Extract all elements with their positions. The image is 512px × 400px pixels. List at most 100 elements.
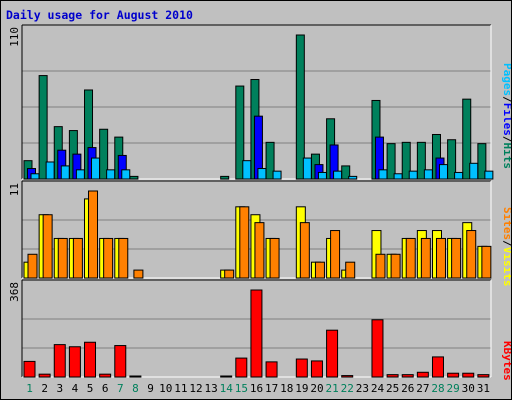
x-tick-label: 5 [87,382,94,395]
x-tick-label: 18 [280,382,293,395]
top-bar-pages [75,169,85,180]
x-tick-label: 31 [477,382,490,395]
top-bar-hits [416,141,426,180]
top-bar-pages [302,157,312,180]
top-bar-pages [454,171,464,180]
top-bar-pages [484,170,494,180]
middle-bar-sites [254,222,265,279]
bottom-bar-kbytes [386,374,399,378]
top-bar-hits [477,143,487,180]
middle-bar-sites [42,214,53,279]
x-tick-label: 19 [295,382,308,395]
bottom-bar-kbytes [416,371,429,378]
middle-bar-sites [239,206,250,279]
middle-bar-sites [299,222,310,279]
x-tick-label: 21 [326,382,339,395]
bottom-bar-kbytes [68,346,81,378]
bottom-bar-kbytes [310,360,323,378]
x-tick-label: 24 [371,382,385,395]
top-bar-pages [393,173,403,180]
top-bar-hits [401,141,411,180]
top-bar-hits [462,98,472,180]
top-bar-hits [447,139,457,180]
x-tick-label: 3 [57,382,64,395]
middle-bar-sites [375,253,386,279]
x-tick-label: 8 [132,382,139,395]
x-tick-label: 13 [204,382,217,395]
top-legend-part: / [501,96,511,103]
x-tick-label: 27 [416,382,429,395]
middle-legend-part: Visits [501,247,511,287]
top-bar-pages [378,169,388,180]
x-tick-label: 12 [189,382,202,395]
bottom-bar-kbytes [250,289,263,378]
bottom-bar-kbytes [371,319,384,378]
x-tick-label: 16 [250,382,263,395]
bottom-bar-kbytes [84,341,97,378]
top-bar-pages [30,173,40,180]
middle-legend-part: Sites [501,207,511,240]
top-bar-hits [386,143,396,180]
middle-bar-sites [314,261,325,279]
x-tick-label: 17 [265,382,278,395]
bottom-bar-kbytes [23,360,36,378]
top-legend-part: / [501,136,511,143]
x-tick-label: 9 [147,382,154,395]
top-legend-part: Hits [501,143,511,170]
bottom-bar-kbytes [235,357,248,378]
x-tick-label: 20 [310,382,323,395]
bottom-bar-kbytes [431,356,444,378]
x-tick-label: 30 [462,382,475,395]
x-tick-label: 25 [386,382,399,395]
x-tick-label: 23 [356,382,369,395]
top-bar-hits [38,75,48,180]
middle-bar-sites [269,237,280,279]
top-bar-pages [272,170,282,180]
top-bar-pages [60,165,70,180]
top-bar-pages [438,164,448,180]
top-bar-hits [235,85,245,180]
bottom-max-label: 368 [8,282,21,302]
middle-bar-sites [390,253,401,279]
x-tick-label: 10 [159,382,172,395]
middle-bar-sites [72,237,83,279]
middle-bar-sites [27,253,38,279]
x-tick-label: 14 [220,382,234,395]
middle-bar-sites [481,245,492,279]
middle-bar-sites [133,269,144,279]
x-tick-label: 22 [341,382,354,395]
middle-bar-sites [57,237,68,279]
top-bar-pages [45,161,55,180]
middle-legend-label: Sites/Visits [501,207,511,287]
middle-bar-sites [405,237,416,279]
chart-title: Daily usage for August 2010 [6,8,193,22]
bottom-legend-part: KBytes [501,341,511,381]
bottom-legend-label: KBytes [501,341,511,381]
middle-bar-sites [435,237,446,279]
x-tick-label: 2 [41,382,48,395]
top-bar-hits [220,175,230,180]
middle-bar-sites [88,190,99,279]
top-bar-pages [242,160,252,180]
bottom-bar-kbytes [401,374,414,378]
top-bar-hits [129,175,139,180]
bottom-bar-kbytes [326,329,339,378]
x-tick-label: 1 [26,382,33,395]
bottom-bar-kbytes [129,375,142,378]
x-tick-label: 4 [72,382,79,395]
x-tick-label: 26 [401,382,414,395]
top-max-label: 110 [8,27,21,47]
top-bar-pages [333,170,343,180]
bottom-bar-kbytes [114,345,127,378]
top-legend-part: Files [501,103,511,136]
bottom-bar-kbytes [341,375,354,378]
middle-bar-sites [118,237,129,279]
bottom-bar-kbytes [477,374,490,378]
top-bar-pages [423,169,433,180]
top-bar-pages [257,168,267,180]
top-bar-pages [348,175,358,180]
top-bar-hits [265,141,275,180]
x-tick-label: 6 [102,382,109,395]
